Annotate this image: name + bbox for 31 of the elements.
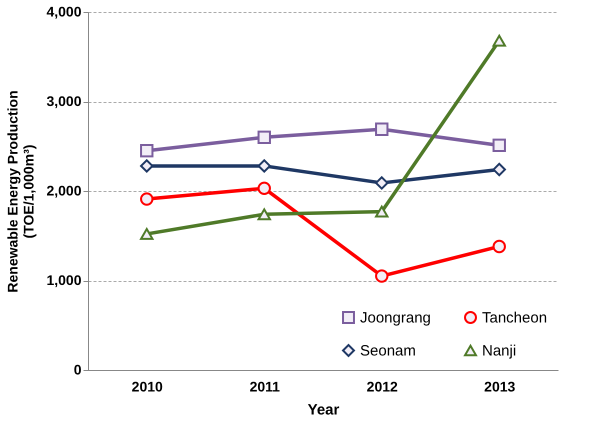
point [492,240,506,254]
point [258,208,271,220]
point [492,162,506,176]
point [375,176,388,190]
legend-label: Joongrang [360,310,431,327]
x-axis-title: Year [308,402,340,418]
y-tick-label: 3,000 [46,93,82,109]
point [492,34,506,47]
point [375,122,388,136]
point [375,269,388,283]
point [140,144,154,158]
point [140,228,154,240]
point [375,206,388,218]
point [140,159,154,173]
x-tick-label: 2010 [132,378,164,394]
x-tick-label: 2011 [250,378,280,394]
y-tick-label: 0 [74,362,82,378]
point [258,182,271,196]
legend-label: Nanji [482,342,516,360]
y-tick-label: 2,000 [46,182,82,198]
point [140,192,154,206]
point [258,159,271,173]
legend-label: Seonam [360,342,416,360]
point [492,138,506,152]
x-tick-label: 2012 [366,378,398,394]
y-tick-label: 1,000 [46,272,82,288]
y-axis-title: Renewable Energy Production (TOE/1,000m³) [4,90,36,293]
x-tick-label: 2013 [484,378,516,394]
y-tick-label: 4,000 [46,4,82,20]
legend-label: Tancheon [482,310,548,327]
point [258,130,271,144]
